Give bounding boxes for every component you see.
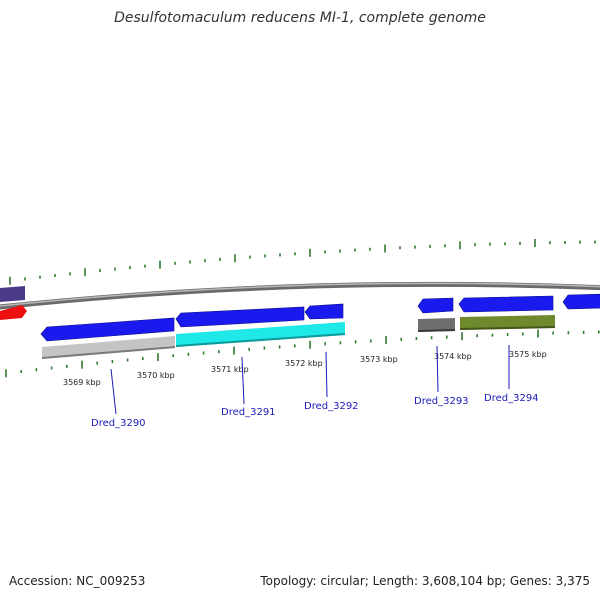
cds-arrow-dred-3294[interactable]	[458, 295, 554, 313]
tick-label-3569: 3569 kbp	[63, 378, 101, 387]
tick-label-3570: 3570 kbp	[137, 371, 175, 380]
gene-leader-dred-3292	[325, 351, 328, 398]
feature-bar-dark-gray[interactable]	[418, 318, 455, 332]
gene-label-dred-3294[interactable]: Dred_3294	[484, 393, 539, 404]
gene-label-dred-3290[interactable]: Dred_3290	[91, 418, 146, 429]
tick-label-3571: 3571 kbp	[211, 365, 249, 374]
gene-label-dred-3292[interactable]: Dred_3292	[304, 401, 359, 412]
gene-label-dred-3291[interactable]: Dred_3291	[221, 407, 276, 418]
map-title: Desulfotomaculum reducens MI-1, complete…	[114, 10, 486, 26]
gene-leader-dred-3293	[436, 345, 439, 393]
feature-purple-left[interactable]	[0, 286, 25, 302]
tick-label-3574: 3574 kbp	[434, 352, 472, 361]
gene-leader-dred-3290	[110, 368, 117, 415]
cds-arrow-dred-3292[interactable]	[304, 303, 344, 320]
genome-summary-text: Topology: circular; Length: 3,608,104 bp…	[260, 574, 590, 588]
feature-bar-olive[interactable]	[460, 315, 555, 330]
genome-backbone	[0, 281, 600, 310]
gene-leader-dred-3291	[241, 356, 245, 405]
feature-red-left[interactable]	[0, 305, 27, 320]
cds-arrow-dred-3293[interactable]	[417, 297, 454, 314]
accession-text: Accession: NC_009253	[9, 574, 146, 588]
feature-bar-cyan[interactable]	[176, 322, 345, 347]
feature-bar-light-gray[interactable]	[42, 336, 175, 359]
cds-arrow-dred-3290[interactable]	[40, 317, 175, 342]
tick-label-3575: 3575 kbp	[509, 350, 547, 359]
cds-arrow-right-edge[interactable]	[562, 293, 600, 310]
cds-arrow-dred-3291[interactable]	[175, 306, 305, 328]
outer-tick-ring	[9, 239, 596, 285]
tick-label-3572: 3572 kbp	[285, 359, 323, 368]
tick-label-3573: 3573 kbp	[360, 355, 398, 364]
gene-label-dred-3293[interactable]: Dred_3293	[414, 396, 469, 407]
inner-tick-ring	[5, 329, 600, 378]
